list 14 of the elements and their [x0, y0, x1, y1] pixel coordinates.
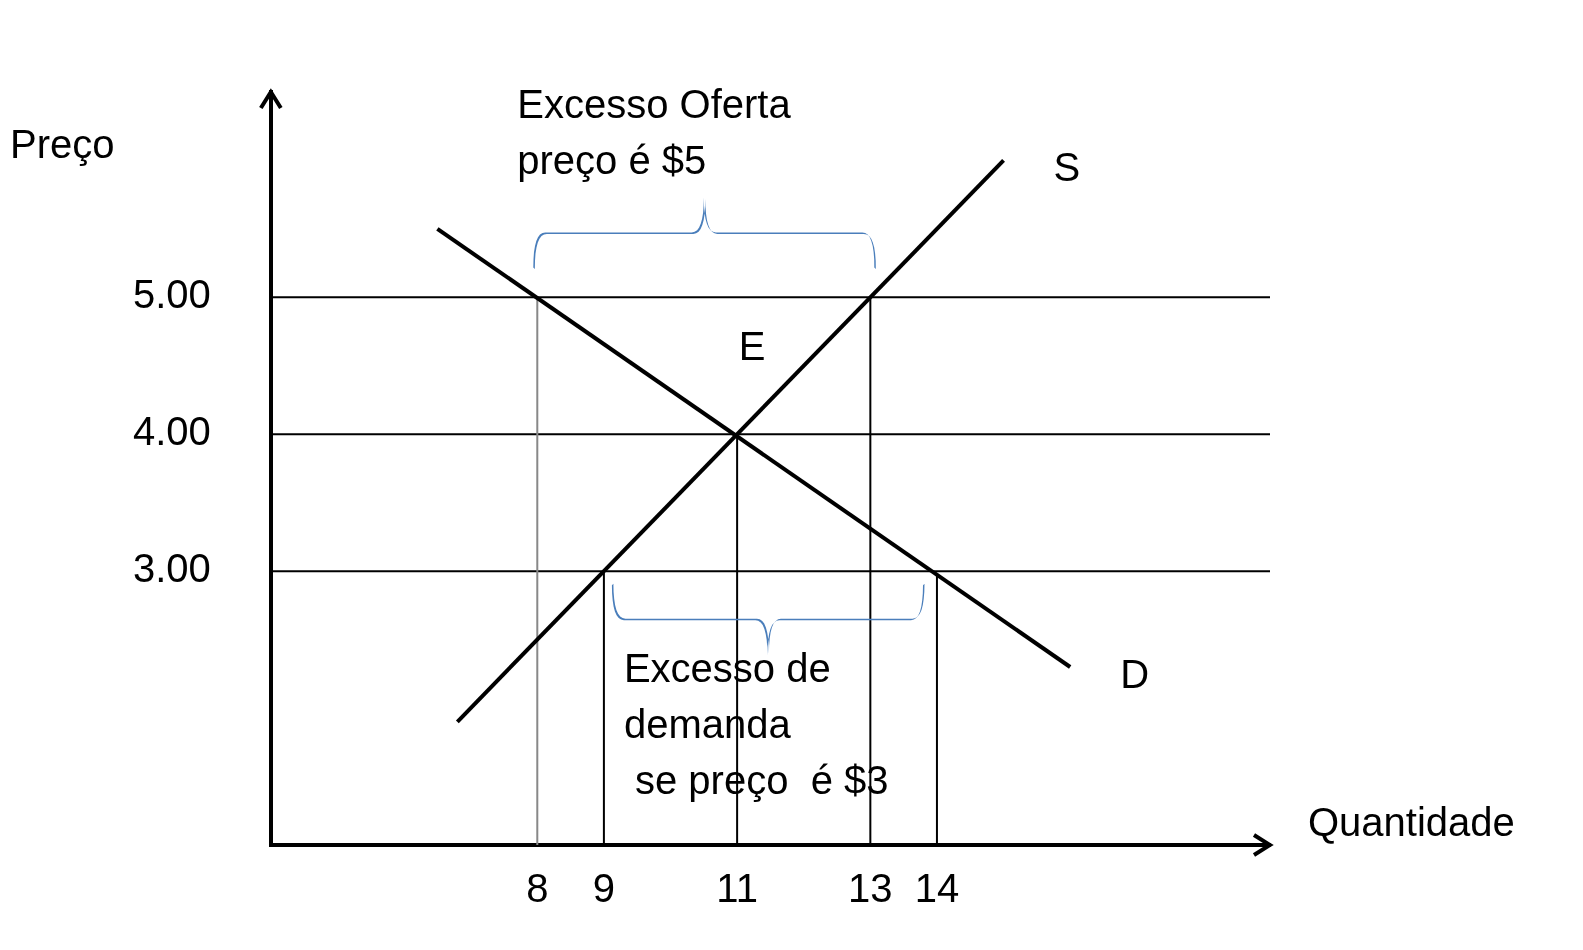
- y-tick-label: 5.00: [132, 272, 211, 317]
- series-label: D: [1120, 652, 1150, 697]
- x-tick-label: 13: [848, 866, 893, 911]
- y-tick-label: 4.00: [132, 409, 211, 454]
- x-tick-label: 11: [716, 866, 758, 911]
- y-axis-title: Preço: [10, 122, 115, 167]
- x-axis-title: Quantidade: [1308, 800, 1515, 845]
- annotation: Excesso Oferta preço é $5: [517, 82, 792, 183]
- x-tick-label: 14: [914, 866, 960, 911]
- x-tick-label: 9: [592, 866, 616, 911]
- annotation: E: [738, 324, 766, 369]
- y-tick-label: 3.00: [132, 546, 211, 591]
- x-tick-label: 8: [526, 866, 549, 911]
- series-label: S: [1053, 145, 1081, 190]
